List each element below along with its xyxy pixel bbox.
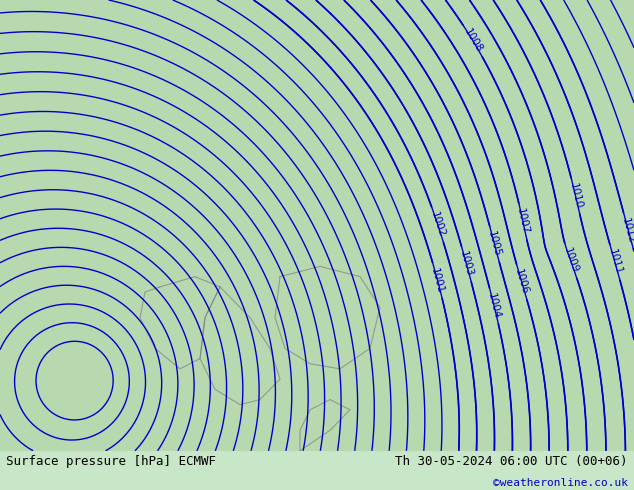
Text: 1006: 1006 [514,268,530,296]
Text: 1012: 1012 [620,217,634,245]
Text: 1008: 1008 [462,27,484,54]
Text: 1011: 1011 [607,248,623,276]
Polygon shape [0,0,634,451]
Text: Surface pressure [hPa] ECMWF: Surface pressure [hPa] ECMWF [6,455,216,468]
Text: Th 30-05-2024 06:00 UTC (00+06): Th 30-05-2024 06:00 UTC (00+06) [395,455,628,468]
Polygon shape [0,0,634,451]
Text: 1007: 1007 [515,208,531,236]
Text: 1010: 1010 [567,182,583,210]
Text: 1004: 1004 [486,292,502,320]
Text: 1001: 1001 [429,267,446,294]
Text: 1009: 1009 [562,247,579,275]
Text: 1003: 1003 [458,250,475,278]
Text: 1005: 1005 [486,230,503,258]
Text: 1002: 1002 [429,211,446,239]
Text: ©weatheronline.co.uk: ©weatheronline.co.uk [493,478,628,489]
